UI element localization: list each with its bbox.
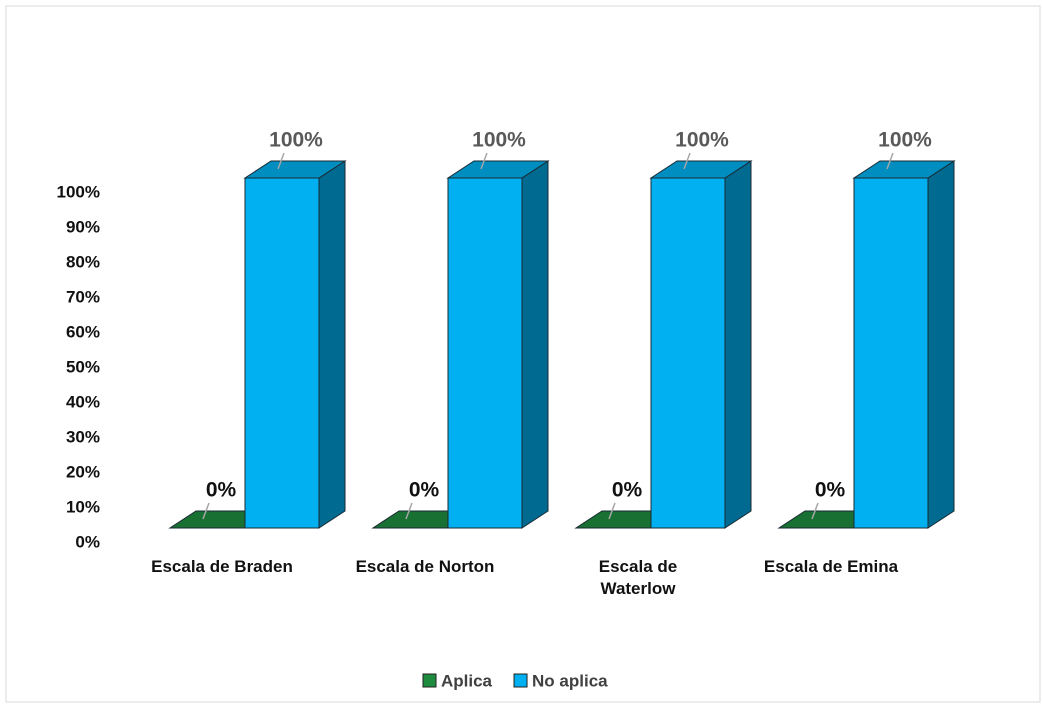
bar-side bbox=[318, 160, 346, 529]
y-tick-label: 100% bbox=[57, 182, 100, 201]
bar-top bbox=[446, 160, 550, 179]
chart-border bbox=[5, 5, 1041, 703]
bar-top bbox=[649, 160, 753, 179]
y-tick-label: 20% bbox=[66, 462, 100, 481]
y-tick-label: 90% bbox=[66, 217, 100, 236]
bar bbox=[852, 160, 956, 529]
y-tick-label: 10% bbox=[66, 497, 100, 516]
y-tick-label: 40% bbox=[66, 392, 100, 411]
bar bbox=[446, 160, 550, 529]
bar-side bbox=[927, 160, 955, 529]
bar-front bbox=[650, 177, 726, 529]
data-label: 0% bbox=[612, 479, 643, 502]
bar-top bbox=[852, 160, 956, 179]
bar bbox=[243, 160, 347, 529]
label-leader bbox=[405, 502, 413, 520]
data-label: 100% bbox=[878, 129, 932, 152]
y-tick-label: 60% bbox=[66, 322, 100, 341]
legend-label: No aplica bbox=[532, 671, 608, 690]
bar-side bbox=[724, 160, 752, 529]
data-label: 100% bbox=[269, 129, 323, 152]
y-tick-label: 50% bbox=[66, 357, 100, 376]
x-tick-label: Escala de Emina bbox=[763, 557, 899, 576]
y-tick-label: 30% bbox=[66, 427, 100, 446]
legend-swatch bbox=[422, 673, 437, 688]
x-tick-label: Escala de Braden bbox=[151, 557, 293, 576]
data-label: 0% bbox=[409, 479, 440, 502]
label-leader bbox=[480, 152, 488, 170]
label-leader bbox=[811, 502, 819, 520]
bar-front bbox=[447, 177, 523, 529]
label-leader bbox=[277, 152, 285, 170]
bar bbox=[649, 160, 753, 529]
bar-top bbox=[243, 160, 347, 179]
data-label: 0% bbox=[815, 479, 846, 502]
bar-side bbox=[521, 160, 549, 529]
label-leader bbox=[202, 502, 210, 520]
label-leader bbox=[608, 502, 616, 520]
label-leader bbox=[683, 152, 691, 170]
y-tick-label: 80% bbox=[66, 252, 100, 271]
legend-label: Aplica bbox=[441, 671, 493, 690]
x-tick-label: Escala de Norton bbox=[355, 557, 495, 576]
data-label: 0% bbox=[206, 479, 237, 502]
legend-swatch bbox=[513, 673, 528, 688]
bar-front bbox=[244, 177, 320, 529]
y-tick-label: 70% bbox=[66, 287, 100, 306]
data-label: 100% bbox=[675, 129, 729, 152]
bar-front bbox=[853, 177, 929, 529]
label-leader bbox=[886, 152, 894, 170]
x-tick-label: Escala de Waterlow bbox=[598, 557, 678, 598]
y-tick-label: 0% bbox=[75, 532, 100, 551]
data-label: 100% bbox=[472, 129, 526, 152]
